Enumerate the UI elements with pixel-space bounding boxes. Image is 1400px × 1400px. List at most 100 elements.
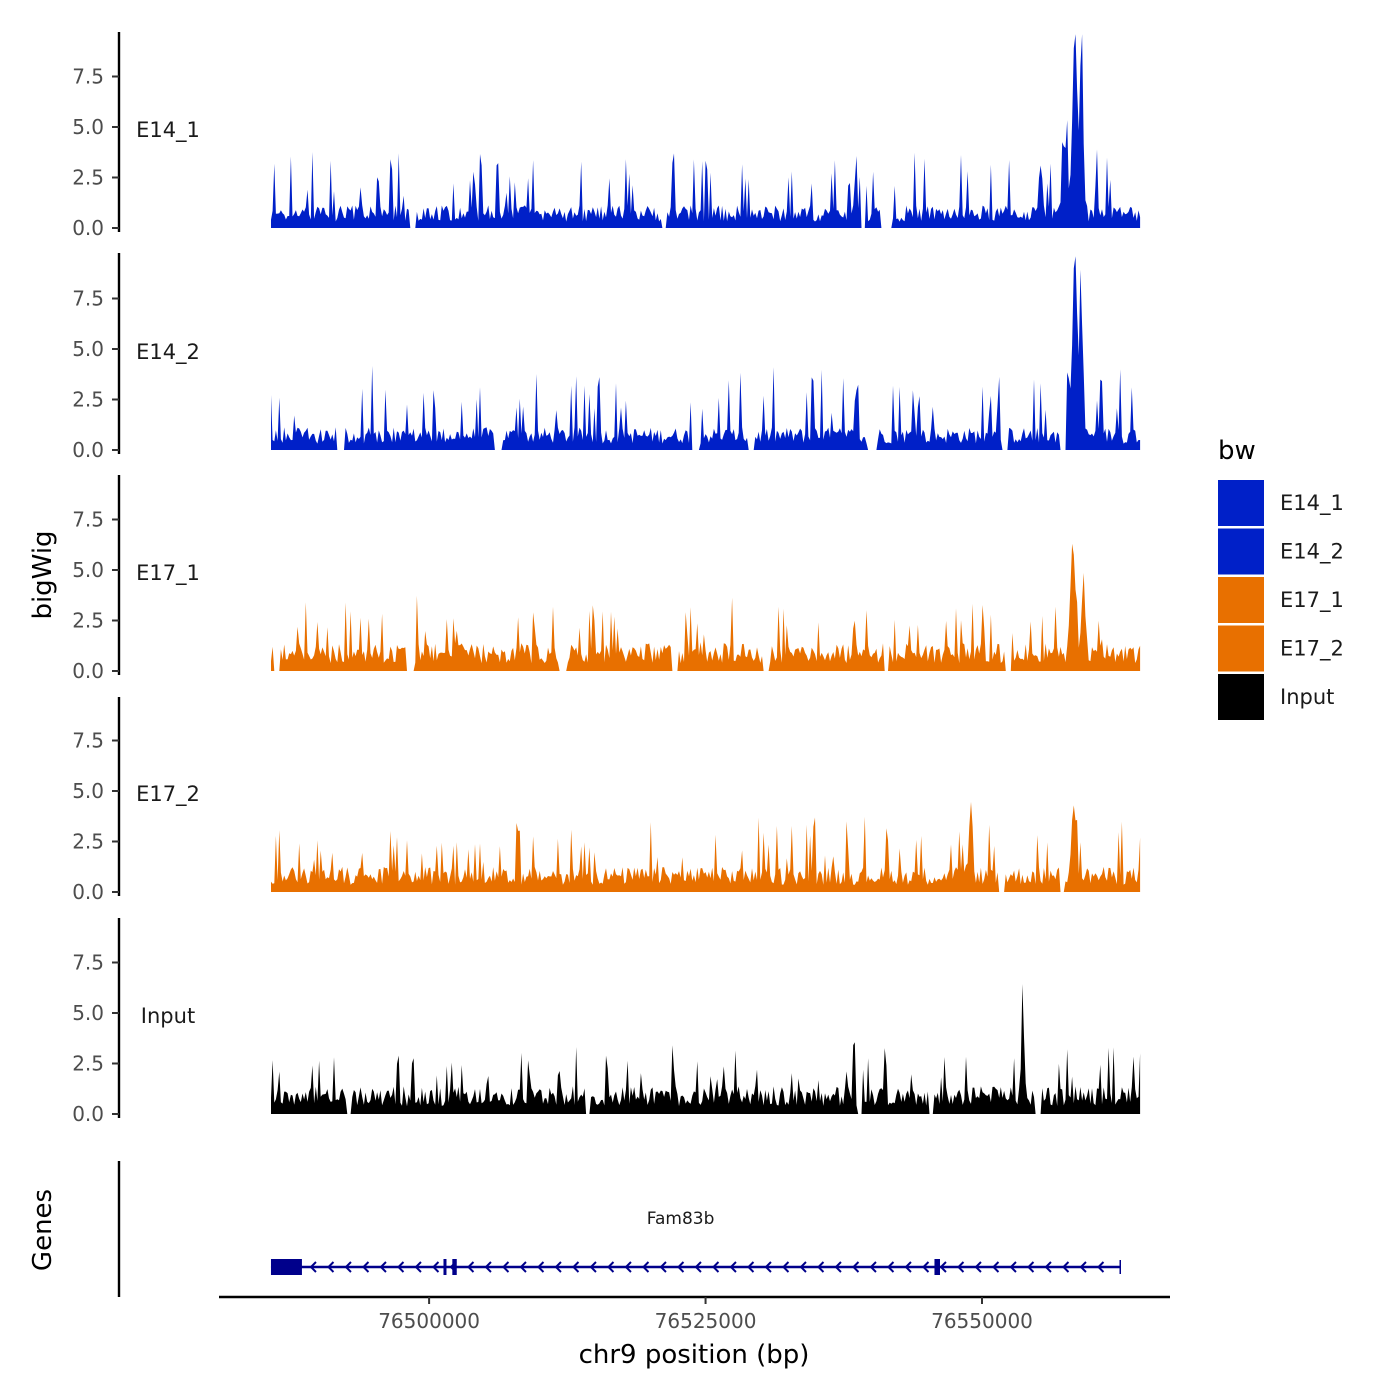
strand-arrow <box>607 1261 615 1273</box>
x-tick-label: 76550000 <box>931 1309 1033 1333</box>
strand-arrow <box>624 1261 632 1273</box>
strand-arrow <box>379 1261 387 1273</box>
strand-arrow <box>397 1261 405 1273</box>
x-axis-title: chr9 position (bp) <box>579 1340 810 1370</box>
strand-arrow <box>327 1261 335 1273</box>
y-tick-label: 7.5 <box>72 65 104 89</box>
track-label: E17_2 <box>136 782 200 807</box>
strand-arrow <box>974 1261 982 1273</box>
strand-arrow <box>694 1261 702 1273</box>
y-tick-label: 2.5 <box>72 1052 104 1076</box>
track-E14_1: 0.0 2.5 5.0 7.5 E14_1 <box>72 32 1141 240</box>
legend-swatch-E17_2 <box>1218 625 1264 672</box>
y-tick-label: 2.5 <box>72 166 104 190</box>
y-tick-label: 0.0 <box>72 438 104 462</box>
gene-exon <box>443 1259 447 1275</box>
gene-exon <box>452 1259 457 1275</box>
strand-arrow <box>484 1261 492 1273</box>
y-tick-label: 5.0 <box>72 779 104 803</box>
track-Input: 0.0 2.5 5.0 7.5 Input <box>72 918 1141 1126</box>
strand-arrow <box>537 1261 545 1273</box>
gene-exon <box>934 1259 940 1275</box>
strand-arrow <box>939 1261 947 1273</box>
y-tick-label: 7.5 <box>72 951 104 975</box>
gene-exon <box>270 1259 302 1275</box>
y-tick-label: 0.0 <box>72 216 104 240</box>
strand-arrow <box>799 1261 807 1273</box>
y-tick-label: 5.0 <box>72 558 104 582</box>
y-tick-label: 2.5 <box>72 609 104 633</box>
strand-arrow <box>554 1261 562 1273</box>
y-tick-label: 7.5 <box>72 287 104 311</box>
x-tick-label: 76525000 <box>655 1309 757 1333</box>
strand-arrow <box>309 1261 317 1273</box>
y-tick-label: 7.5 <box>72 508 104 532</box>
strand-arrow <box>887 1261 895 1273</box>
strand-arrow <box>904 1261 912 1273</box>
y-tick-label: 5.0 <box>72 1001 104 1025</box>
strand-arrow <box>432 1261 440 1273</box>
y-tick-label: 2.5 <box>72 830 104 854</box>
x-tick-label: 76500000 <box>378 1309 480 1333</box>
signal-area-E17_2 <box>271 801 1141 892</box>
x-axis: 76500000 76525000 76550000 <box>219 1295 1170 1333</box>
y-tick-label: 0.0 <box>72 1102 104 1126</box>
strand-arrow <box>834 1261 842 1273</box>
track-label: E14_2 <box>136 340 200 365</box>
signal-area-E17_1 <box>271 543 1141 671</box>
y-tick-label: 0.0 <box>72 880 104 904</box>
track-label: E17_1 <box>136 561 200 586</box>
y-tick-label: 0.0 <box>72 659 104 683</box>
strand-arrow <box>502 1261 510 1273</box>
strand-arrow <box>712 1261 720 1273</box>
signal-tracks: 0.0 2.5 5.0 7.5 E14_1 0.0 2.5 5.0 7.5 E14_2 0.0 2.5… <box>72 32 1141 1126</box>
signal-area-E14_2 <box>271 256 1141 450</box>
legend-swatch-E14_2 <box>1218 528 1264 575</box>
strand-arrow <box>362 1261 370 1273</box>
strand-arrow <box>677 1261 685 1273</box>
track-label: E14_1 <box>136 118 200 143</box>
legend-label: E17_2 <box>1280 637 1344 662</box>
y-axis-title: bigWig <box>28 530 58 619</box>
strand-arrow <box>869 1261 877 1273</box>
y-tick-label: 5.0 <box>72 337 104 361</box>
y-tick-label: 5.0 <box>72 115 104 139</box>
track-label: Input <box>141 1004 195 1028</box>
track-E17_2: 0.0 2.5 5.0 7.5 E17_2 <box>72 697 1141 904</box>
legend: bw E14_1 E14_2 E17_1 E17_2 Input <box>1218 436 1344 720</box>
legend-swatch-Input <box>1218 674 1264 720</box>
y-tick-label: 2.5 <box>72 388 104 412</box>
strand-arrow <box>957 1261 965 1273</box>
strand-arrow <box>764 1261 772 1273</box>
strand-arrow <box>817 1261 825 1273</box>
strand-arrow <box>642 1261 650 1273</box>
strand-arrow <box>414 1261 422 1273</box>
legend-label: E14_2 <box>1280 540 1344 565</box>
strand-arrow <box>467 1261 475 1273</box>
signal-area-E14_1 <box>271 34 1141 228</box>
signal-area-Input <box>271 984 1141 1114</box>
strand-arrow <box>572 1261 580 1273</box>
strand-arrow <box>589 1261 597 1273</box>
legend-label: Input <box>1280 685 1334 709</box>
gene-label: Fam83b <box>647 1209 715 1229</box>
strand-arrow <box>922 1261 930 1273</box>
legend-label: E14_1 <box>1280 491 1344 516</box>
strand-arrow <box>782 1261 790 1273</box>
strand-arrow <box>1097 1261 1105 1273</box>
strand-arrow <box>747 1261 755 1273</box>
legend-title: bw <box>1218 436 1256 466</box>
strand-arrow <box>852 1261 860 1273</box>
legend-swatch-E14_1 <box>1218 480 1264 526</box>
strand-arrow <box>1027 1261 1035 1273</box>
legend-label: E17_1 <box>1280 588 1344 613</box>
strand-arrow <box>1079 1261 1087 1273</box>
strand-arrow <box>729 1261 737 1273</box>
gene-track: Fam83b <box>117 1161 1121 1297</box>
strand-arrow <box>659 1261 667 1273</box>
strand-arrow <box>344 1261 352 1273</box>
track-E14_2: 0.0 2.5 5.0 7.5 E14_2 <box>72 253 1141 462</box>
strand-arrow <box>992 1261 1000 1273</box>
y-tick-label: 7.5 <box>72 729 104 753</box>
